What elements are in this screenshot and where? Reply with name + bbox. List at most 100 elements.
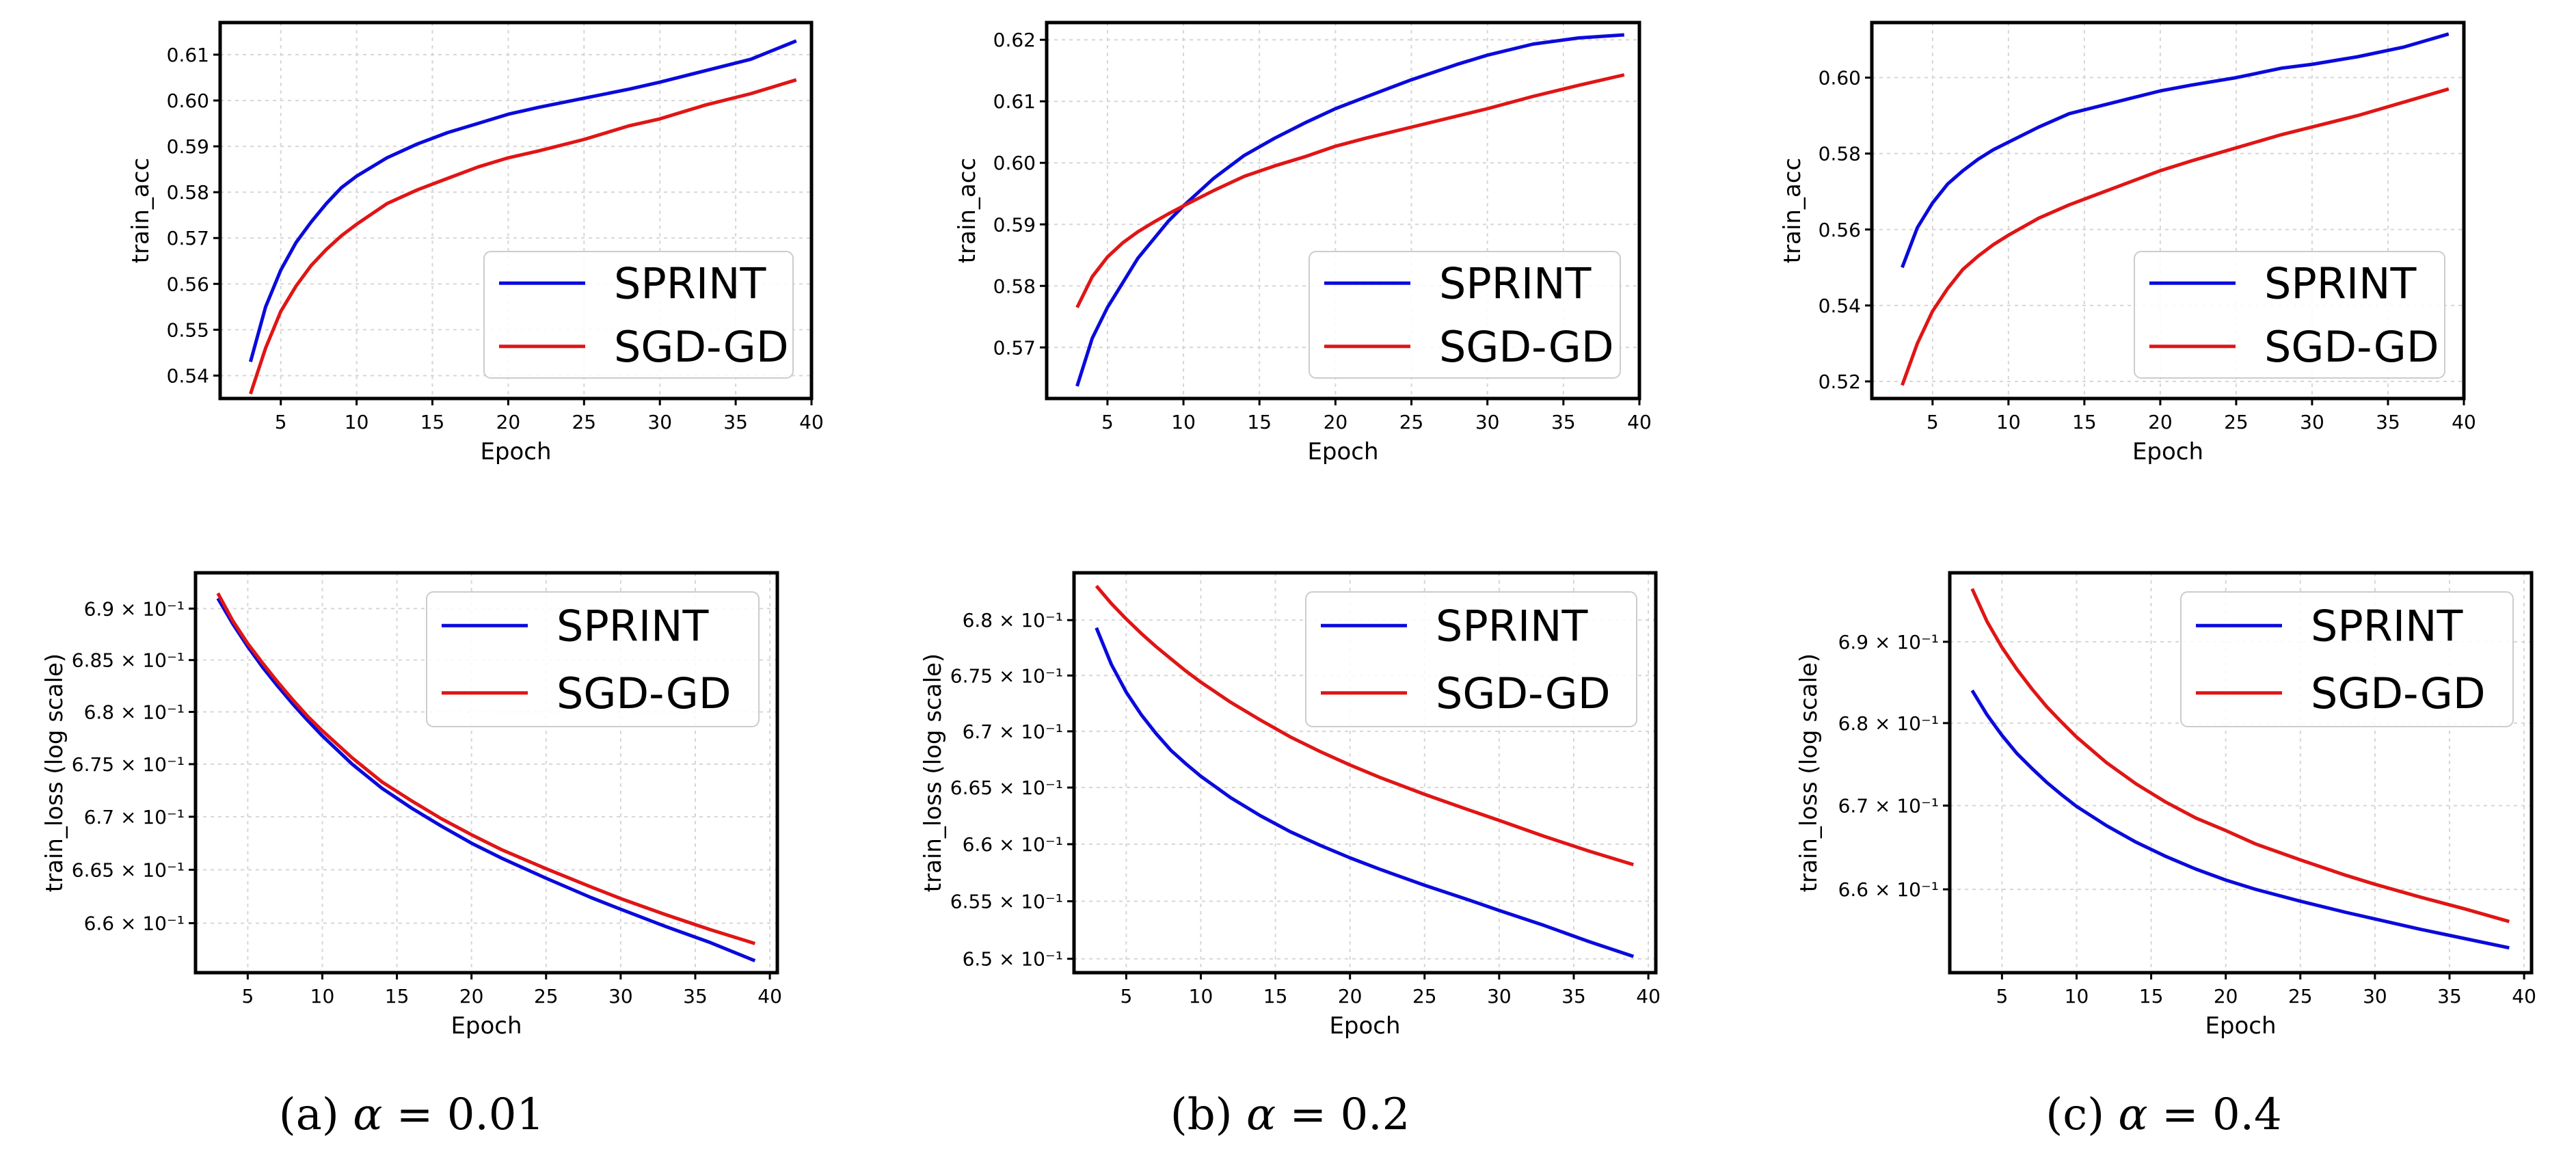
x-tick-label: 5 — [275, 411, 287, 433]
x-tick-label: 40 — [757, 985, 782, 1008]
legend-label-sprint: SPRINT — [614, 258, 766, 308]
legend-label-sgd-gd: SGD-GD — [556, 668, 732, 718]
x-tick-label: 5 — [1927, 411, 1939, 433]
x-tick-label: 40 — [2452, 411, 2476, 433]
legend-label-sprint: SPRINT — [2264, 258, 2417, 308]
chart-c-top: 5 10 15 20 25 30 35 40 0.52 0.54 0.56 0.58 0.60 Epoch… — [1779, 21, 2476, 465]
x-tick-label: 20 — [2148, 411, 2173, 433]
x-tick-label: 35 — [683, 985, 708, 1008]
x-tick-label: 25 — [2288, 985, 2313, 1008]
x-tick-label: 5 — [1120, 985, 1132, 1008]
x-tick-label: 30 — [608, 985, 633, 1008]
x-tick-label: 20 — [2214, 985, 2238, 1008]
y-tick-label: 6.65 × 10⁻¹ — [950, 776, 1063, 799]
y-tick-label: 0.62 — [993, 29, 1036, 51]
series-line-sgd-gd — [249, 78, 797, 395]
plot-frame — [1072, 571, 1658, 975]
legend-label-sprint: SPRINT — [2311, 601, 2463, 651]
x-tick-label: 15 — [1247, 411, 1272, 433]
y-tick-label: 6.9 × 10⁻¹ — [84, 597, 185, 620]
x-tick-label: 40 — [1636, 985, 1661, 1008]
x-tick-label: 25 — [1412, 985, 1437, 1008]
x-tick-label: 30 — [647, 411, 672, 433]
x-tick-label: 30 — [2363, 985, 2387, 1008]
x-tick-label: 20 — [459, 985, 484, 1008]
y-axis-label: train_acc — [127, 158, 155, 263]
y-tick-label: 6.7 × 10⁻¹ — [1838, 795, 1939, 818]
y-tick-label: 0.59 — [167, 135, 209, 158]
y-tick-label: 6.8 × 10⁻¹ — [963, 609, 1063, 632]
y-axis-label: train_acc — [1779, 158, 1806, 263]
x-tick-label: 15 — [2072, 411, 2097, 433]
legend-label-sgd-gd: SGD-GD — [614, 322, 789, 372]
x-tick-label: 30 — [1487, 985, 1512, 1008]
y-tick-label: 0.58 — [993, 275, 1036, 297]
y-tick-label: 0.59 — [993, 213, 1036, 236]
y-tick-label: 6.8 × 10⁻¹ — [84, 701, 185, 724]
chart-b-bottom: 5 10 15 20 25 30 35 40 6.5 × 10⁻¹ 6.55 × 10⁻¹ 6.6 … — [920, 571, 1661, 1040]
y-tick-label: 0.57 — [167, 227, 209, 249]
series-line-sgd-gd — [1970, 588, 2510, 923]
plot-frame — [193, 571, 779, 975]
x-tick-label: 35 — [1561, 985, 1586, 1008]
series-line-sgd-gd — [1075, 73, 1625, 308]
x-tick-label: 10 — [345, 411, 369, 433]
y-tick-label: 0.56 — [167, 273, 209, 295]
x-tick-label: 40 — [1627, 411, 1652, 433]
x-tick-label: 35 — [2376, 411, 2400, 433]
plots-layer: 5 10 15 20 25 30 35 40 0.54 0.55 0.56 0.57 0.58 0.59 0… — [41, 21, 2536, 1040]
y-tick-label: 0.58 — [1819, 143, 1861, 165]
x-tick-label: 25 — [2224, 411, 2249, 433]
series-line-sgd-gd — [216, 592, 756, 945]
x-tick-label: 30 — [2300, 411, 2324, 433]
legend-label-sprint: SPRINT — [1436, 601, 1588, 651]
x-tick-label: 20 — [1324, 411, 1348, 433]
x-tick-label: 25 — [572, 411, 596, 433]
x-tick-label: 35 — [723, 411, 748, 433]
y-tick-label: 0.58 — [167, 181, 209, 204]
y-tick-label: 0.52 — [1819, 370, 1861, 393]
x-tick-label: 10 — [2065, 985, 2089, 1008]
y-axis-label: train_loss (log scale) — [41, 653, 68, 892]
x-tick-label: 10 — [310, 985, 335, 1008]
x-tick-label: 5 — [1101, 411, 1114, 433]
series-line-sprint — [248, 39, 797, 362]
caption-c: (c) α = 0.4 — [2045, 1090, 2281, 1140]
y-tick-label: 0.61 — [167, 44, 209, 66]
x-tick-label: 15 — [1263, 985, 1288, 1008]
series-line-sprint — [216, 597, 756, 962]
legend: SPRINT SGD-GD — [1305, 591, 1637, 727]
y-tick-label: 0.60 — [1819, 67, 1861, 90]
chart-c-bottom: 5 10 15 20 25 30 35 40 6.6 × 10⁻¹ 6.7 × 10⁻¹ 6.8 ×… — [1795, 571, 2536, 1040]
x-tick-label: 10 — [1189, 985, 1213, 1008]
x-axis-label: Epoch — [1307, 438, 1378, 465]
x-tick-label: 25 — [534, 985, 559, 1008]
y-tick-label: 6.8 × 10⁻¹ — [1838, 712, 1939, 735]
caption-a: (a) α = 0.01 — [279, 1090, 544, 1140]
y-axis-label: train_loss (log scale) — [920, 653, 947, 892]
y-tick-label: 6.85 × 10⁻¹ — [72, 649, 185, 672]
plot-frame — [1870, 21, 2466, 401]
y-tick-label: 0.54 — [1819, 295, 1861, 317]
legend: SPRINT SGD-GD — [2134, 251, 2445, 379]
x-tick-label: 10 — [1996, 411, 2021, 433]
y-tick-label: 0.60 — [167, 90, 209, 112]
y-axis-label: train_acc — [954, 158, 981, 263]
x-tick-label: 5 — [1996, 985, 2008, 1008]
legend: SPRINT SGD-GD — [483, 251, 794, 379]
legend: SPRINT SGD-GD — [426, 591, 760, 727]
x-axis-label: Epoch — [2132, 438, 2203, 465]
x-tick-label: 35 — [2437, 985, 2462, 1008]
chart-b-top: 5 10 15 20 25 30 35 40 0.57 0.58 0.59 0.60 0.61 0.62 E… — [954, 21, 1652, 465]
legend-label-sgd-gd: SGD-GD — [1439, 322, 1614, 372]
legend-label-sprint: SPRINT — [1439, 258, 1592, 308]
legend-label-sgd-gd: SGD-GD — [1436, 668, 1611, 718]
x-tick-label: 15 — [385, 985, 410, 1008]
x-tick-label: 40 — [2512, 985, 2536, 1008]
y-tick-label: 0.61 — [993, 90, 1036, 113]
y-tick-label: 6.55 × 10⁻¹ — [950, 891, 1063, 913]
y-tick-label: 6.7 × 10⁻¹ — [84, 806, 185, 828]
series-line-sprint — [1901, 32, 2450, 269]
legend-label-sgd-gd: SGD-GD — [2311, 668, 2486, 718]
y-tick-label: 6.75 × 10⁻¹ — [72, 753, 185, 776]
